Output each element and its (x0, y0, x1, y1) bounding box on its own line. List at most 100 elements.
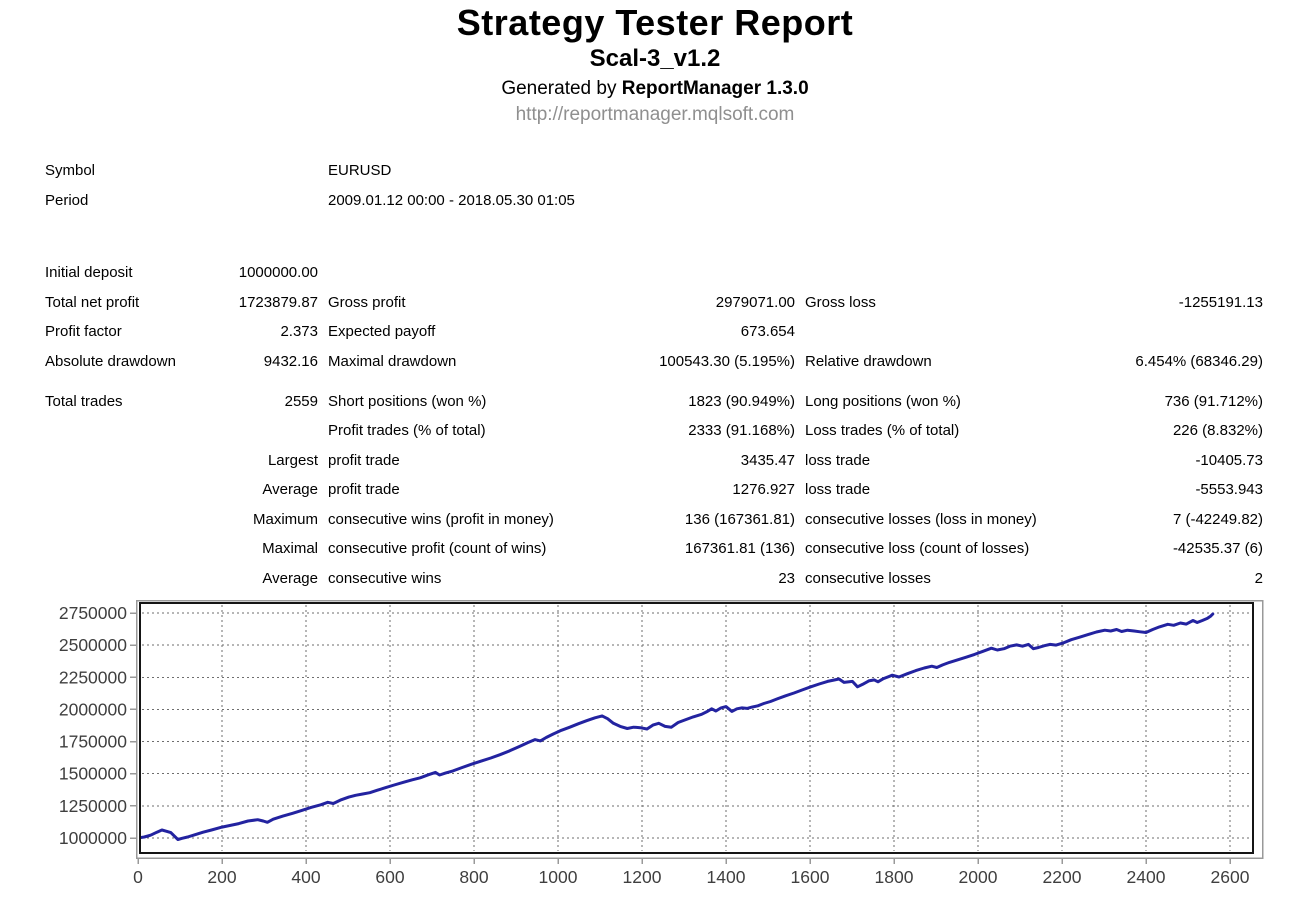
info-value: 2009.01.12 00:00 - 2018.05.30 01:05 (328, 192, 575, 209)
stat-label: Maximal drawdown (328, 352, 457, 370)
y-axis-label: 1000000 (59, 828, 127, 848)
stat-value: Largest (267, 451, 318, 469)
x-axis-label: 2000 (959, 867, 998, 887)
stat-value: 1276.927 (732, 481, 795, 499)
stats-row: Maximum consecutive wins (profit in money… (0, 505, 1310, 535)
info-row: Period 2009.01.12 00:00 - 2018.05.30 01:0… (0, 186, 1310, 216)
equity-line (141, 612, 1215, 841)
stat-label: loss trade (805, 481, 871, 499)
stat-value: 23 (778, 570, 795, 588)
stat-value: 7 (-42249.82) (1172, 510, 1263, 528)
stat-label: profit trade (328, 481, 400, 499)
stat-value: 226 (8.832%) (1172, 422, 1263, 440)
stat-value: 2333 (91.168%) (688, 422, 795, 440)
stat-value: 9432.16 (263, 352, 318, 370)
equity-chart: 1000000 1250000 1500000 1750000 2000000 22500… (59, 599, 1264, 887)
x-axis-label: 600 (375, 867, 404, 887)
stat-label: consecutive losses (loss in money) (805, 510, 1037, 528)
info-row: Symbol EURUSD (0, 156, 1310, 186)
stat-label: Profit trades (% of total) (328, 422, 486, 440)
stat-value: 673.654 (740, 323, 795, 341)
stat-value: 2979071.00 (715, 293, 795, 311)
stats-row: Profit trades (% of total) 2333 (91.168%)… (0, 416, 1310, 446)
stat-value: 167361.81 (136) (684, 540, 795, 558)
x-axis-label: 0 (133, 867, 143, 887)
stats-summary-table: Initial deposit 1000000.00 Total net profi… (0, 258, 1310, 376)
stat-label: Loss trades (% of total) (805, 422, 960, 440)
stat-value: 2 (1254, 570, 1263, 588)
stat-value: 1000000.00 (238, 264, 318, 281)
stat-label: consecutive wins (328, 570, 442, 588)
stat-value: -5553.943 (1195, 481, 1263, 499)
x-axis-label: 1000 (539, 867, 578, 887)
report-url: http://reportmanager.mqlsoft.com (515, 104, 795, 125)
stats-row: Average profit trade 1276.927 loss trade -55… (0, 475, 1310, 505)
stat-label: profit trade (328, 451, 400, 469)
stat-value: 1823 (90.949%) (688, 392, 795, 410)
stat-label: Total trades (45, 392, 123, 410)
stat-label: Initial deposit (45, 264, 133, 281)
generated-line: Generated by ReportManager 1.3.0 (0, 76, 1310, 102)
plot-border (139, 602, 1254, 854)
y-axis-label: 2750000 (59, 603, 127, 623)
stats-row: Total trades 2559 Short positions (won %) 1… (0, 387, 1310, 417)
stat-label: Long positions (won %) (805, 392, 961, 410)
stats-row: Maximal consecutive profit (count of wins… (0, 534, 1310, 564)
stats-row: Absolute drawdown 9432.16 Maximal drawdown… (0, 347, 1310, 377)
stat-value: 2559 (284, 392, 318, 410)
stat-value: Maximal (262, 540, 318, 558)
stats-row: Total net profit 1723879.87 Gross profit 29… (0, 288, 1310, 318)
generated-prefix: Generated by (501, 78, 622, 99)
x-axis-label: 1400 (707, 867, 746, 887)
x-axis-label: 400 (291, 867, 320, 887)
stat-value: 136 (167361.81) (684, 510, 795, 528)
info-block: Symbol EURUSD Period 2009.01.12 00:00 - 201… (0, 156, 1310, 216)
x-axis-label: 2400 (1127, 867, 1166, 887)
stat-value: Average (262, 481, 318, 499)
info-label: Period (45, 192, 89, 209)
stat-value: 6.454% (68346.29) (1135, 352, 1263, 370)
stat-value: 2.373 (280, 323, 318, 341)
report-title: Strategy Tester Report (456, 2, 854, 43)
x-axis-label: 800 (459, 867, 488, 887)
stat-label: Gross profit (328, 293, 406, 311)
stat-label: Expected payoff (328, 323, 436, 341)
y-axis-label: 2000000 (59, 699, 127, 719)
x-axis-label: 1600 (791, 867, 830, 887)
stat-value: 3435.47 (740, 451, 795, 469)
stat-value: -10405.73 (1195, 451, 1263, 469)
stat-label: Gross loss (805, 293, 876, 311)
stat-label: Total net profit (45, 293, 140, 311)
x-axis-label: 1800 (875, 867, 914, 887)
stat-label: consecutive losses (805, 570, 931, 588)
y-axis-label: 2500000 (59, 635, 127, 655)
x-axis-label: 2200 (1043, 867, 1082, 887)
stats-row: Initial deposit 1000000.00 (0, 258, 1310, 288)
stat-label: Relative drawdown (805, 352, 932, 370)
stats-row: Largest profit trade 3435.47 loss trade -104… (0, 446, 1310, 476)
stat-label: Short positions (won %) (328, 392, 487, 410)
y-axis-label: 1500000 (59, 764, 127, 784)
stat-value: -1255191.13 (1178, 293, 1263, 311)
y-axis-label: 1250000 (59, 796, 127, 816)
stat-value: 736 (91.712%) (1164, 392, 1263, 410)
stat-value: Maximum (252, 510, 318, 528)
stat-value: -42535.37 (6) (1172, 540, 1263, 558)
stat-label: loss trade (805, 451, 871, 469)
stats-trades-table: Total trades 2559 Short positions (won %) 1… (0, 387, 1310, 594)
axis-frame (135, 599, 1264, 859)
x-axis-label: 200 (207, 867, 236, 887)
stat-value: Average (262, 570, 318, 588)
info-value: EURUSD (328, 162, 392, 179)
report-subtitle: Scal-3_v1.2 (589, 45, 721, 72)
stat-label: Profit factor (45, 323, 122, 341)
stat-label: consecutive profit (count of wins) (328, 540, 547, 558)
stat-value: 1723879.87 (238, 293, 318, 311)
stat-label: consecutive loss (count of losses) (805, 540, 1030, 558)
stat-value: 100543.30 (5.195%) (659, 352, 795, 370)
info-label: Symbol (45, 162, 96, 179)
x-axis-label: 2600 (1211, 867, 1250, 887)
x-axis-label: 1200 (623, 867, 662, 887)
stat-label: Absolute drawdown (45, 352, 176, 370)
